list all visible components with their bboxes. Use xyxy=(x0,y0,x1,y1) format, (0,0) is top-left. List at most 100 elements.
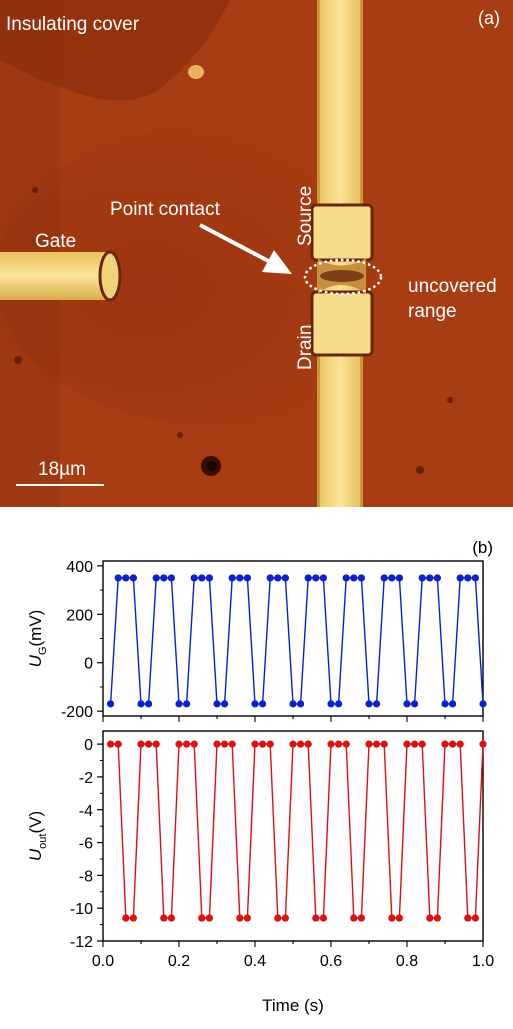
y-axis-label: Uout(V) xyxy=(26,811,49,861)
data-point xyxy=(152,740,160,748)
gate-electrode xyxy=(0,252,110,300)
data-point xyxy=(289,740,297,748)
data-point xyxy=(228,740,236,748)
data-point xyxy=(471,914,479,922)
data-point xyxy=(380,740,388,748)
data-point xyxy=(213,740,221,748)
data-point xyxy=(183,740,191,748)
data-point xyxy=(327,700,335,708)
data-point xyxy=(137,700,145,708)
label-gate: Gate xyxy=(35,231,76,252)
data-point xyxy=(274,914,282,922)
data-point xyxy=(190,574,198,582)
series-line xyxy=(109,577,484,705)
data-point xyxy=(114,574,122,582)
data-point xyxy=(297,740,305,748)
gate-tip xyxy=(98,250,122,302)
data-point xyxy=(243,574,251,582)
data-point xyxy=(350,574,358,582)
label-source: Source xyxy=(295,186,316,246)
data-point xyxy=(266,740,274,748)
data-point xyxy=(319,914,327,922)
data-point xyxy=(259,700,267,708)
panel-label-a: (a) xyxy=(478,8,500,28)
data-point xyxy=(304,740,312,748)
data-point xyxy=(373,700,381,708)
data-point xyxy=(411,740,419,748)
label-point-contact: Point contact xyxy=(110,199,221,220)
data-point xyxy=(403,700,411,708)
data-point xyxy=(418,740,426,748)
data-point xyxy=(205,574,213,582)
data-point xyxy=(312,914,320,922)
data-point xyxy=(441,700,449,708)
data-point xyxy=(456,740,464,748)
data-point xyxy=(395,914,403,922)
data-point xyxy=(175,700,183,708)
data-point xyxy=(297,700,305,708)
x-tick-label: 0.0 xyxy=(92,953,114,970)
plots-panel: -200 0 200 400 UG(mV) (b) -12 -10 -8 -6 -4 -2 0 0.0 0… xyxy=(0,507,513,1024)
x-tick-label: 0.8 xyxy=(396,953,418,970)
data-point xyxy=(122,574,130,582)
scale-bar-label: 18µm xyxy=(38,459,86,480)
data-point xyxy=(342,574,350,582)
data-point xyxy=(479,740,487,748)
data-point xyxy=(236,914,244,922)
data-point xyxy=(183,700,191,708)
data-point xyxy=(373,740,381,748)
data-point xyxy=(251,700,259,708)
data-point xyxy=(426,914,434,922)
data-point xyxy=(114,740,122,748)
y-axis-label: UG(mV) xyxy=(26,610,49,668)
data-point xyxy=(433,574,441,582)
data-point xyxy=(319,574,327,582)
speck xyxy=(416,466,424,474)
data-point xyxy=(411,700,419,708)
micrograph-panel: Insulating cover (a) Point contact Gate … xyxy=(0,0,513,507)
data-point xyxy=(357,914,365,922)
output-voltage-chart: -12 -10 -8 -6 -4 -2 0 0.0 0.2 0.4 0.6 0.8 1.0 Uout(V)… xyxy=(26,730,494,1015)
x-axis-label: Time (s) xyxy=(262,996,324,1015)
data-point xyxy=(418,574,426,582)
y-tick-label: -10 xyxy=(70,901,93,918)
x-tick-label: 1.0 xyxy=(472,953,494,970)
y-tick-label: 0 xyxy=(84,737,93,754)
data-point xyxy=(304,574,312,582)
data-point xyxy=(449,700,457,708)
data-point xyxy=(441,740,449,748)
data-point xyxy=(456,574,464,582)
data-point xyxy=(259,740,267,748)
data-point xyxy=(312,574,320,582)
data-point xyxy=(327,740,335,748)
data-point xyxy=(167,914,175,922)
data-point xyxy=(433,914,441,922)
y-tick-label: -6 xyxy=(79,836,93,853)
data-point xyxy=(365,740,373,748)
data-point xyxy=(464,574,472,582)
micrograph-image: Insulating cover (a) Point contact Gate … xyxy=(0,0,513,507)
label-insulating-cover: Insulating cover xyxy=(6,14,140,35)
label-uncovered: uncovered xyxy=(408,276,497,297)
cover-speck xyxy=(188,65,204,79)
data-point xyxy=(266,574,274,582)
data-point xyxy=(357,574,365,582)
data-point xyxy=(236,574,244,582)
data-point xyxy=(137,740,145,748)
series-line xyxy=(110,743,484,919)
data-point xyxy=(342,740,350,748)
data-point xyxy=(152,574,160,582)
y-tick-label: -200 xyxy=(61,704,93,721)
data-point xyxy=(335,740,343,748)
y-tick-label: 0 xyxy=(84,656,93,673)
data-point xyxy=(479,700,487,708)
data-point xyxy=(198,914,206,922)
x-tick-label: 0.6 xyxy=(320,953,342,970)
speck xyxy=(447,397,453,403)
data-point xyxy=(274,574,282,582)
data-point xyxy=(464,914,472,922)
label-range: range xyxy=(408,301,457,322)
data-point xyxy=(395,574,403,582)
source-pad xyxy=(310,203,374,262)
data-point xyxy=(388,914,396,922)
